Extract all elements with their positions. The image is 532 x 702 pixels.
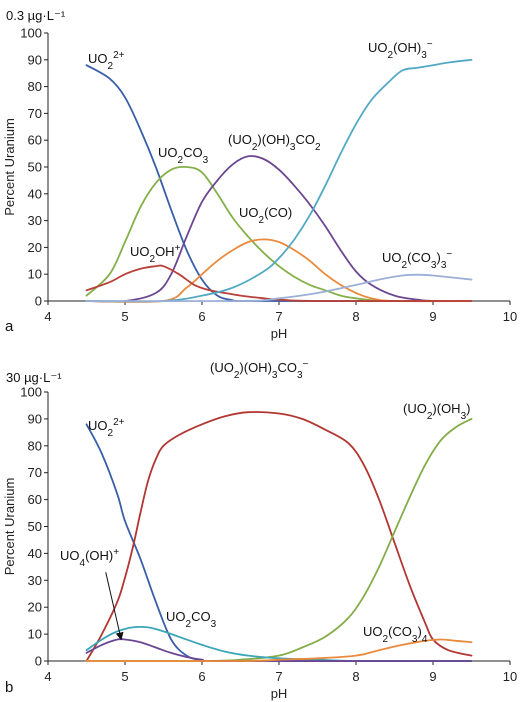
series-label: UO2(CO3)3−	[382, 249, 452, 271]
y-tick-label: 0	[35, 294, 42, 309]
series-label: (UO2)(OH3)	[403, 401, 470, 422]
x-tick-label: 7	[275, 309, 282, 324]
y-tick-label: 30	[28, 573, 42, 588]
x-tick-label: 4	[44, 309, 51, 324]
annotation-arrow	[105, 572, 124, 641]
series-label: (UO2)(OH)3CO3−	[210, 359, 309, 381]
concentration-label: 0.3 µg·L⁻¹	[6, 8, 66, 23]
series-label: UO2(CO3)4	[363, 624, 428, 645]
x-tick-label: 4	[44, 669, 51, 684]
series-label: UO4(OH)+	[60, 547, 119, 569]
y-tick-label: 50	[28, 160, 42, 175]
series-label: (UO2)(OH)3CO2	[228, 132, 321, 153]
x-tick-label: 10	[503, 309, 517, 324]
y-tick-label: 60	[28, 492, 42, 507]
x-axis-label: pH	[271, 686, 288, 701]
panel-b: 30 µg·L⁻¹ 0 10 20 30 40 50 60 70 80 90 100 4 5 6 7 8 9 10 p…	[2, 359, 517, 702]
panel-letter: a	[5, 318, 14, 335]
series-line	[85, 638, 473, 662]
y-tick-label: 80	[28, 438, 42, 453]
y-tick-label: 90	[28, 52, 42, 67]
series-line	[85, 238, 473, 303]
series-label: UO2(OH)3−	[368, 39, 433, 61]
series-line	[85, 418, 473, 662]
y-tick-label: 10	[28, 267, 42, 282]
series-line	[85, 423, 473, 662]
y-axis-label: Percent Uranium	[2, 478, 17, 576]
y-tick-label: 90	[28, 411, 42, 426]
x-tick-label: 5	[121, 669, 128, 684]
series-label: UO2CO3	[158, 145, 209, 166]
y-tick-label: 50	[28, 519, 42, 534]
series-label: UO22+	[88, 417, 125, 439]
series-line	[85, 411, 473, 662]
y-tick-label: 20	[28, 240, 42, 255]
x-tick-label: 6	[198, 309, 205, 324]
y-tick-label: 70	[28, 106, 42, 121]
y-tick-label: 30	[28, 213, 42, 228]
y-tick-label: 40	[28, 186, 42, 201]
x-tick-label: 5	[121, 309, 128, 324]
y-tick-label: 20	[28, 600, 42, 615]
y-tick-label: 100	[20, 385, 42, 400]
y-tick-label: 10	[28, 627, 42, 642]
y-axis-label: Percent Uranium	[2, 118, 17, 216]
panel-letter: b	[5, 679, 13, 696]
y-tick-label: 70	[28, 465, 42, 480]
y-tick-label: 60	[28, 133, 42, 148]
series-line	[85, 264, 473, 302]
y-tick-label: 40	[28, 546, 42, 561]
series-line	[85, 273, 473, 303]
x-tick-label: 10	[503, 669, 517, 684]
y-tick-label: 80	[28, 79, 42, 94]
series-line	[85, 58, 473, 303]
x-tick-label: 8	[352, 309, 359, 324]
x-tick-label: 6	[198, 669, 205, 684]
y-tick-label: 100	[20, 26, 42, 41]
panel-a: 0.3 µg·L⁻¹ 0 10 20 30 40 50 60 70 80 90 100 4 5 6 7 8 9 10…	[2, 8, 517, 341]
x-tick-label: 7	[275, 669, 282, 684]
x-tick-label: 9	[429, 669, 436, 684]
series-line	[85, 165, 473, 302]
series-label: UO2(CO)	[239, 205, 292, 226]
x-tick-label: 9	[429, 309, 436, 324]
series-line	[85, 155, 473, 303]
series-label: UO2OH+	[130, 243, 181, 265]
series-label: UO2CO3	[166, 609, 217, 630]
x-axis-label: pH	[271, 326, 288, 341]
concentration-label: 30 µg·L⁻¹	[6, 370, 62, 385]
y-tick-label: 0	[35, 654, 42, 669]
x-tick-label: 8	[352, 669, 359, 684]
series-label: UO22+	[88, 50, 125, 72]
